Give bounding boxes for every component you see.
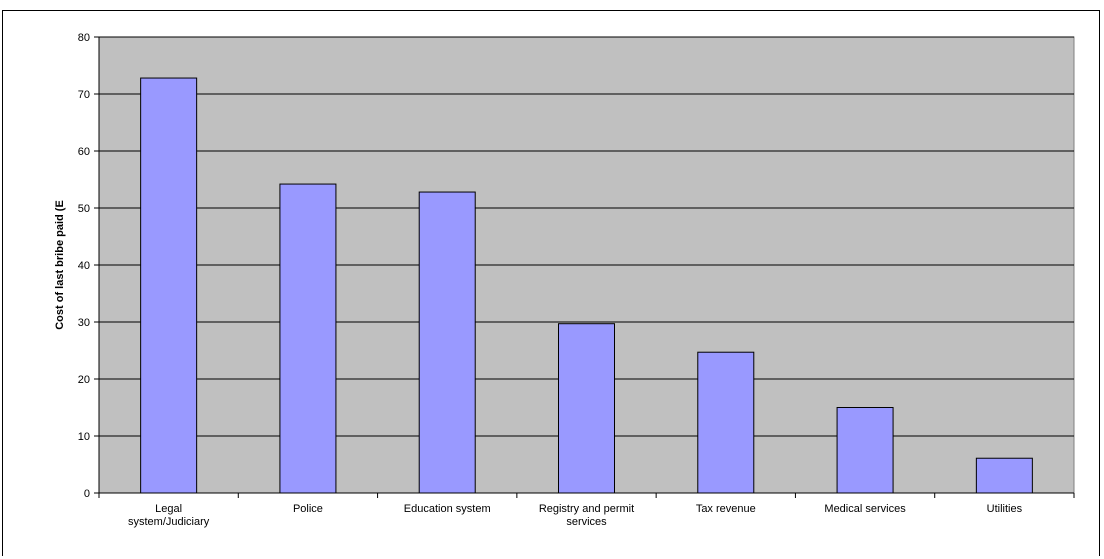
bars — [140, 77, 1033, 494]
y-tick-label: 80 — [78, 32, 90, 44]
axes — [94, 36, 1075, 498]
y-tick-label: 10 — [78, 431, 90, 443]
bar — [140, 77, 198, 494]
y-tick-label: 0 — [84, 488, 90, 500]
x-tick-label: Utilities — [987, 503, 1023, 515]
y-tick-label: 20 — [78, 374, 90, 386]
bar — [558, 323, 615, 494]
bar — [836, 407, 894, 494]
y-tick-label: 40 — [78, 260, 90, 272]
y-tick-labels: 0 10 20 30 40 50 60 70 80 — [78, 32, 90, 500]
bar — [975, 457, 1033, 494]
bar — [697, 351, 755, 494]
bar — [279, 183, 337, 494]
x-tick-label: Medical services — [824, 503, 906, 515]
y-axis-title: Cost of last bribe paid (E — [54, 200, 66, 330]
bar — [418, 191, 476, 494]
x-tick-label: Tax revenue — [696, 503, 756, 515]
y-tick-label: 30 — [78, 317, 90, 329]
y-tick-label: 50 — [78, 203, 90, 215]
x-tick-label: Legal system/Judiciary — [128, 503, 210, 528]
x-tick-label: Police — [293, 503, 323, 515]
x-tick-label: Registry and permit services — [539, 503, 634, 528]
x-tick-label: Education system — [404, 503, 491, 515]
y-tick-label: 70 — [78, 89, 90, 101]
y-tick-label: 60 — [78, 146, 90, 158]
x-tick-labels: Legal system/Judiciary Police Education sys… — [128, 503, 1023, 528]
